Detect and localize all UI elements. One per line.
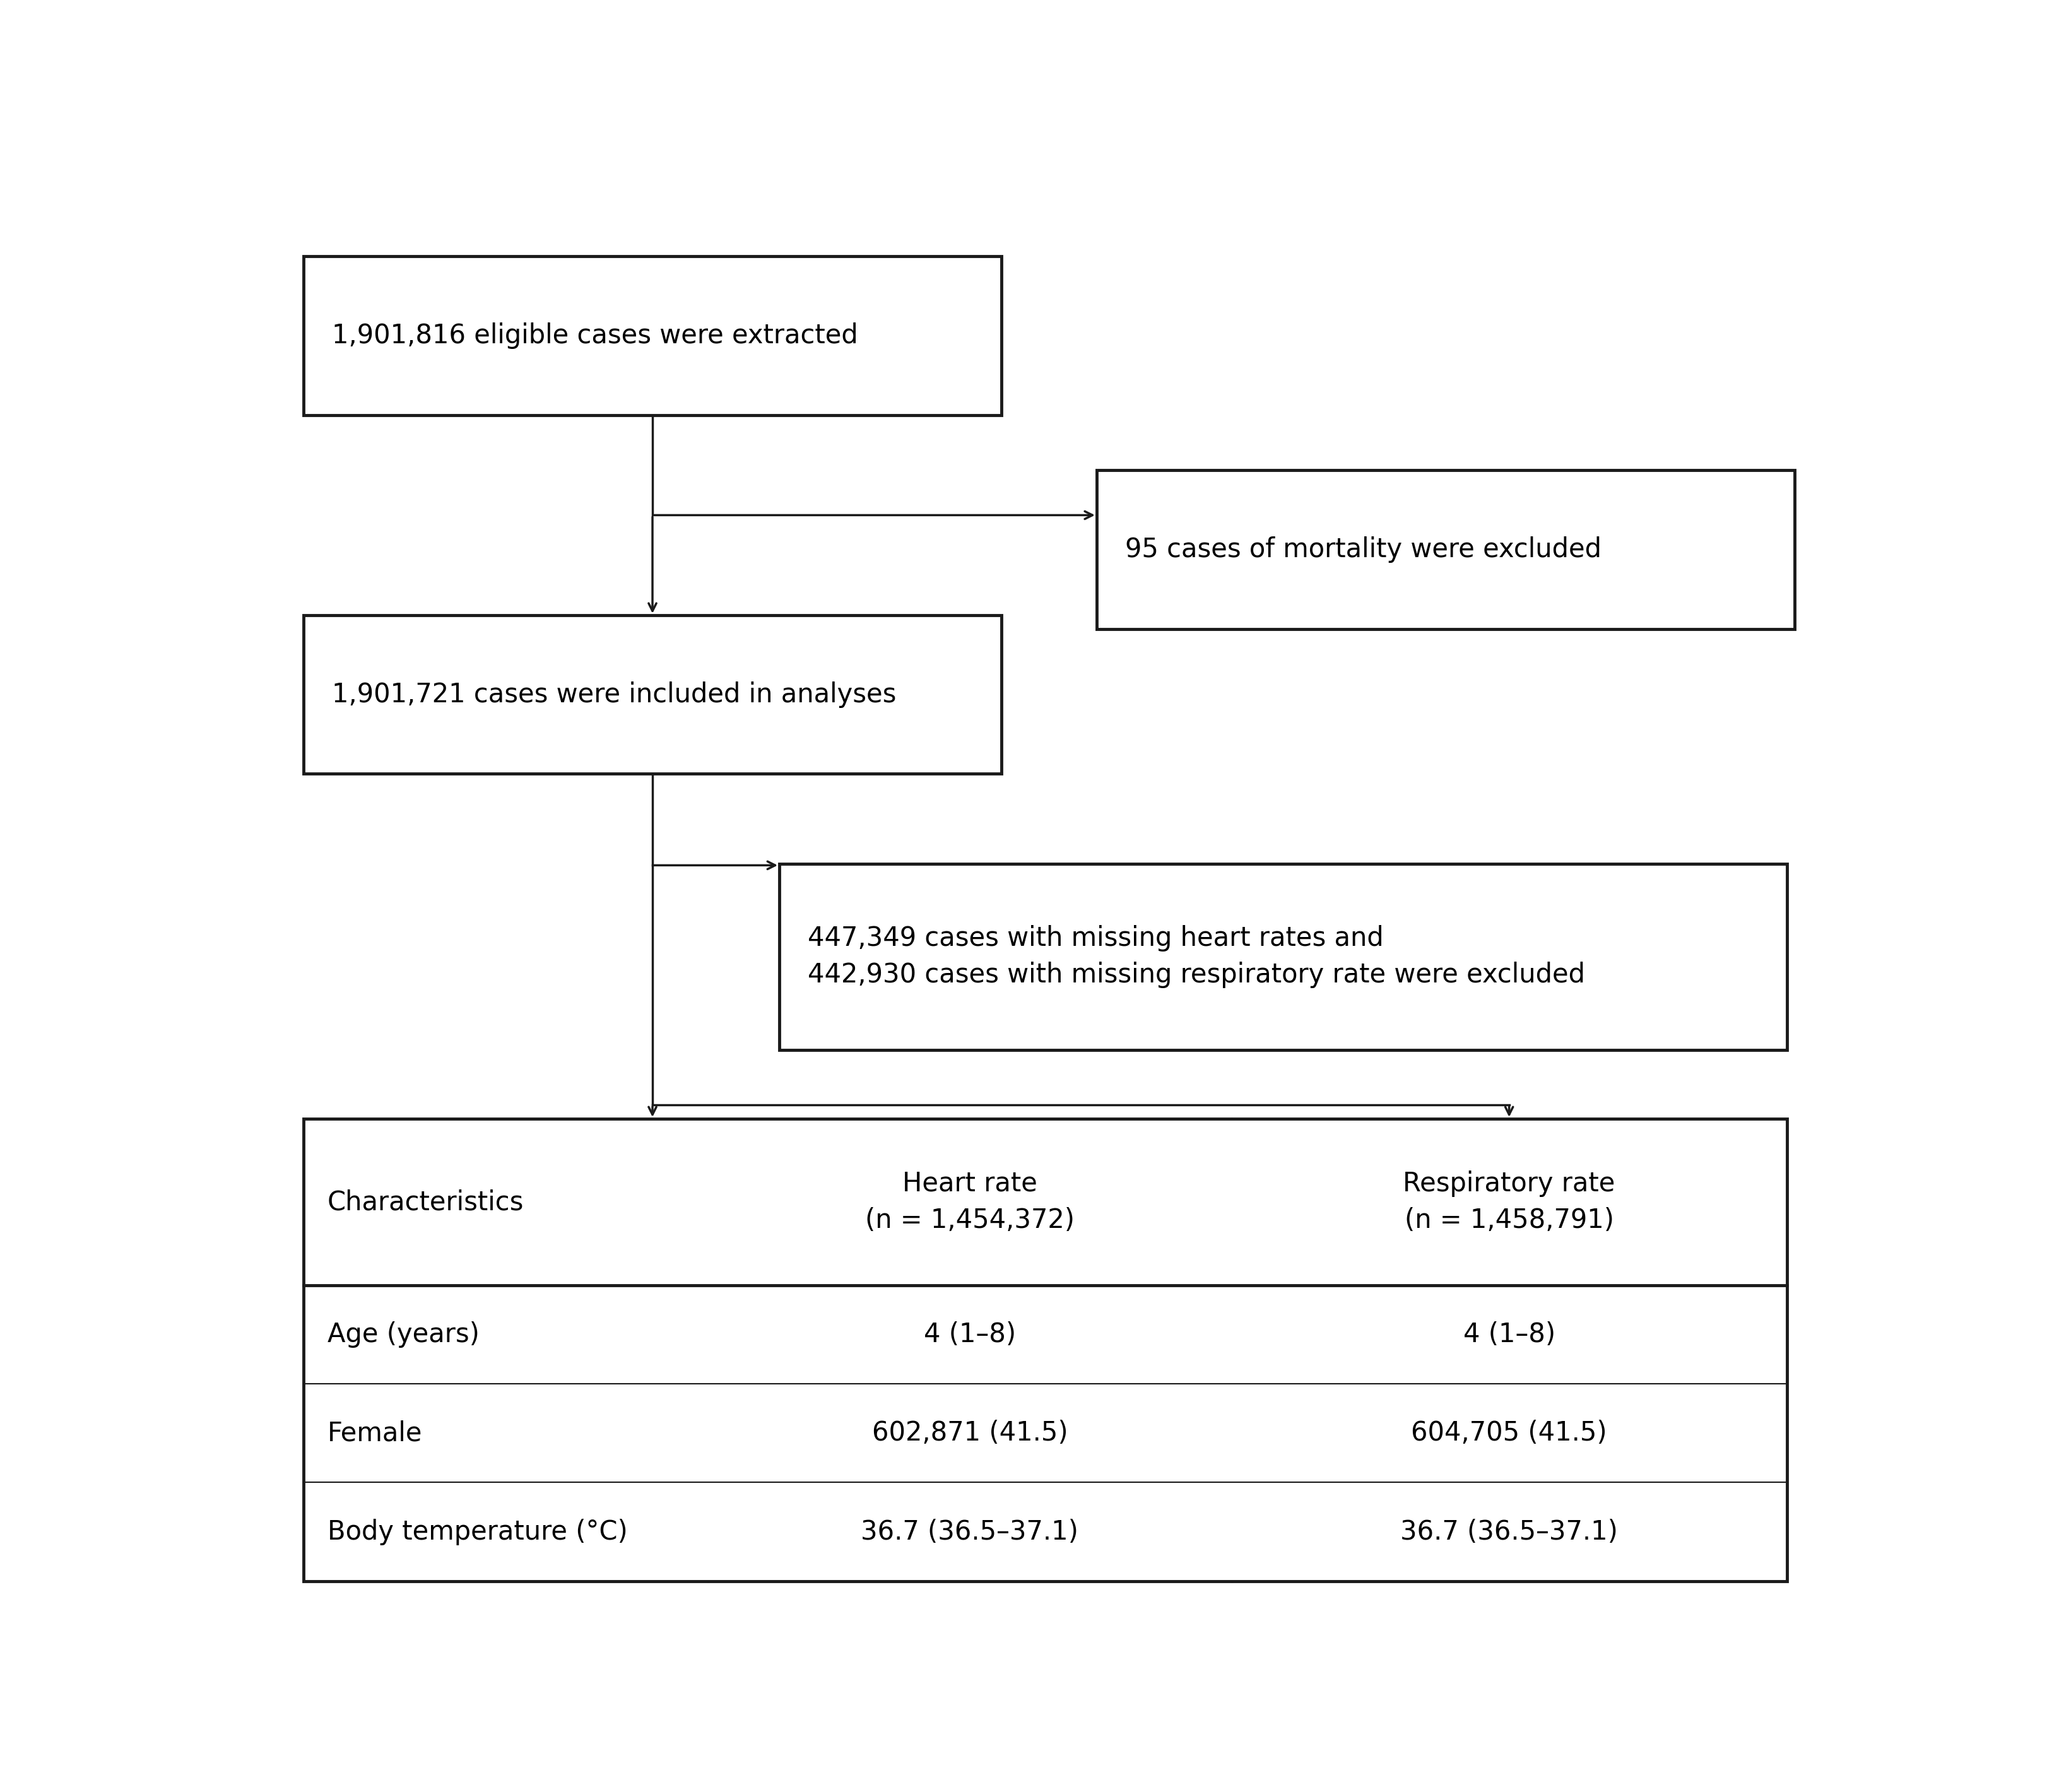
Text: 602,871 (41.5): 602,871 (41.5) — [872, 1419, 1069, 1446]
Bar — [1097, 470, 1795, 629]
Text: 4 (1–8): 4 (1–8) — [923, 1321, 1015, 1348]
Bar — [303, 615, 1001, 774]
Text: Respiratory rate
(n = 1,458,791): Respiratory rate (n = 1,458,791) — [1402, 1170, 1615, 1233]
Text: Characteristics: Characteristics — [328, 1188, 524, 1215]
Text: Age (years): Age (years) — [328, 1321, 479, 1348]
Bar — [303, 1118, 1787, 1581]
Text: 4 (1–8): 4 (1–8) — [1464, 1321, 1556, 1348]
Text: 447,349 cases with missing heart rates and
442,930 cases with missing respirator: 447,349 cases with missing heart rates a… — [809, 925, 1584, 989]
Text: Body temperature (°C): Body temperature (°C) — [328, 1518, 628, 1545]
Text: Female: Female — [328, 1419, 422, 1446]
Text: 1,901,721 cases were included in analyses: 1,901,721 cases were included in analyse… — [332, 681, 897, 708]
Text: 36.7 (36.5–37.1): 36.7 (36.5–37.1) — [1400, 1518, 1617, 1545]
Bar — [303, 256, 1001, 416]
Text: 36.7 (36.5–37.1): 36.7 (36.5–37.1) — [862, 1518, 1079, 1545]
Bar — [780, 864, 1787, 1050]
Text: 604,705 (41.5): 604,705 (41.5) — [1410, 1419, 1607, 1446]
Text: Heart rate
(n = 1,454,372): Heart rate (n = 1,454,372) — [866, 1170, 1075, 1233]
Text: 1,901,816 eligible cases were extracted: 1,901,816 eligible cases were extracted — [332, 323, 858, 349]
Text: 95 cases of mortality were excluded: 95 cases of mortality were excluded — [1126, 536, 1601, 563]
